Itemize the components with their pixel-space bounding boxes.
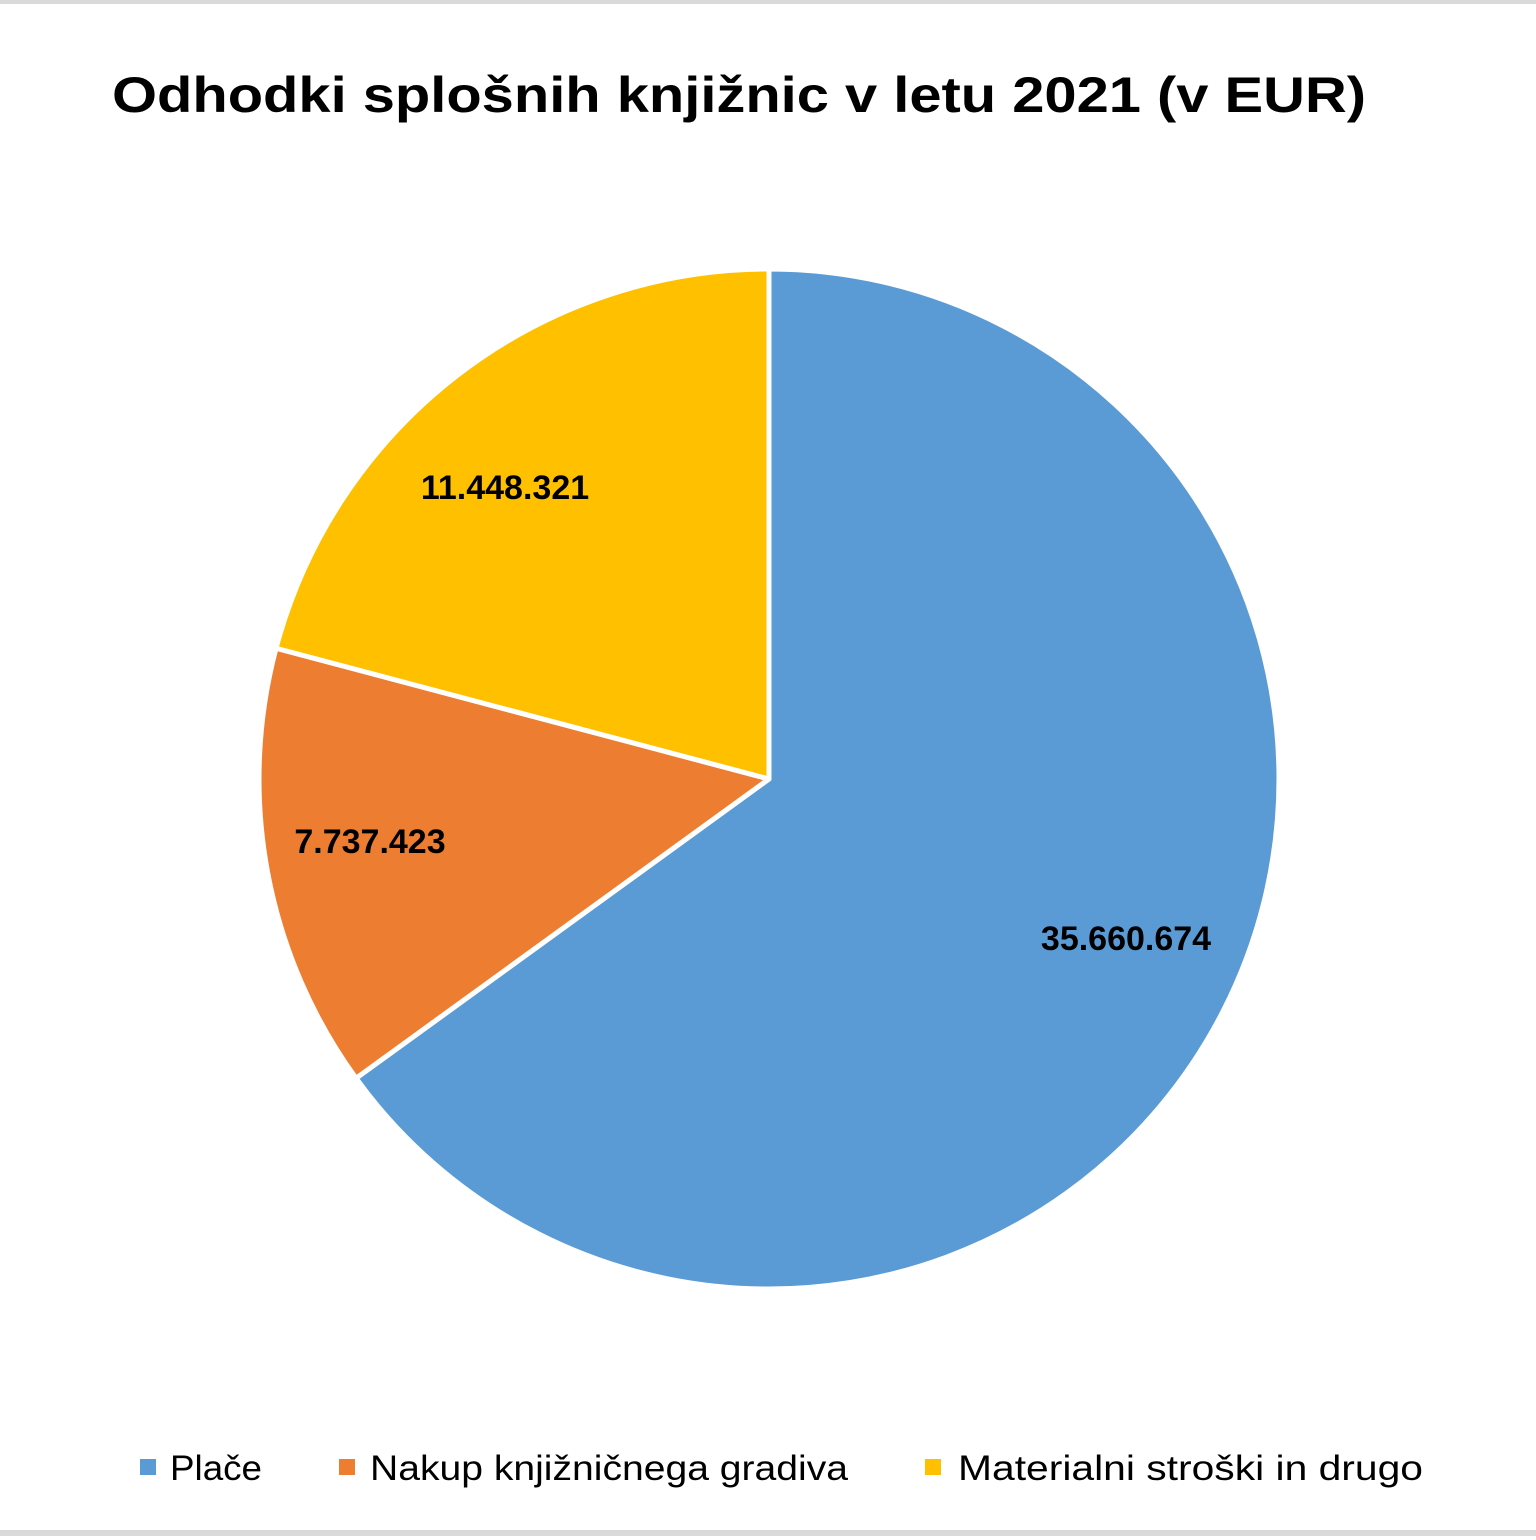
pie-slice-materialni-stroski — [273, 266, 772, 782]
pie-chart: Odhodki splošnih knjižnic v letu 2021 (v… — [112, 67, 1423, 1488]
legend: Plače Nakup knjižničnega gradiva Materialn… — [140, 1449, 1423, 1488]
pie-slice-place — [353, 266, 1282, 1292]
legend-label: Materialni stroški in drugo — [958, 1449, 1423, 1488]
data-label-place: 35.660.674 — [1041, 920, 1211, 958]
legend-swatch — [339, 1459, 355, 1475]
legend-item-place: Plače — [140, 1449, 262, 1488]
chart-title: Odhodki splošnih knjižnic v letu 2021 (v… — [112, 67, 1366, 123]
legend-item-materialni-stroski: Materialni stroški in drugo — [925, 1449, 1423, 1488]
legend-swatch — [925, 1459, 941, 1475]
pie-slice-nakup-gradiva — [256, 645, 772, 1081]
legend-label: Nakup knjižničnega gradiva — [370, 1449, 849, 1488]
data-labels: 35.660.674 7.737.423 11.448.321 — [294, 469, 1211, 958]
legend-label: Plače — [170, 1449, 262, 1488]
pie-slices — [256, 266, 1282, 1292]
data-label-nakup-gradiva: 7.737.423 — [294, 823, 445, 861]
data-label-materialni-stroski: 11.448.321 — [421, 469, 589, 507]
legend-item-nakup-gradiva: Nakup knjižničnega gradiva — [339, 1449, 849, 1488]
legend-swatch — [140, 1459, 156, 1475]
